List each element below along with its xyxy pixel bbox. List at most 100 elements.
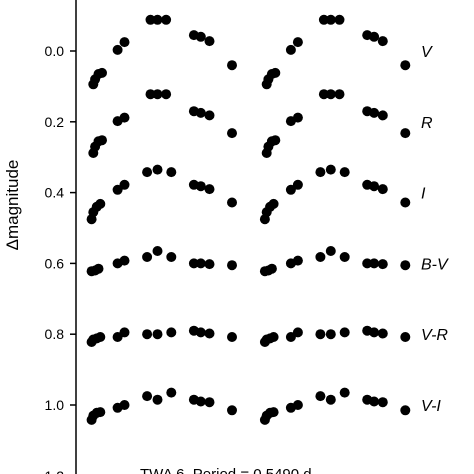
data-point — [152, 164, 163, 175]
data-point — [227, 128, 237, 139]
data-point — [227, 197, 237, 208]
data-point — [152, 394, 163, 405]
data-point — [95, 407, 106, 418]
data-point — [195, 31, 206, 42]
data-point — [292, 112, 303, 123]
y-tick-label: 0.4 — [45, 185, 65, 201]
data-point — [315, 329, 326, 340]
data-point — [119, 400, 130, 410]
y-tick-label: 0.0 — [45, 43, 65, 59]
data-point — [142, 167, 153, 178]
data-point — [204, 397, 215, 408]
data-point — [152, 246, 163, 256]
data-point — [292, 255, 303, 266]
data-point — [152, 329, 163, 340]
data-point — [400, 128, 411, 139]
data-point — [95, 198, 106, 209]
data-point — [315, 252, 326, 262]
data-point — [161, 89, 172, 100]
y-tick-label: 0.8 — [45, 326, 65, 342]
data-point — [270, 135, 281, 146]
data-point — [400, 60, 411, 71]
data-point — [369, 31, 380, 42]
data-point — [325, 89, 336, 100]
data-point — [227, 60, 237, 71]
data-point — [227, 260, 237, 271]
data-point — [400, 332, 411, 342]
data-point — [339, 252, 350, 262]
series-label: V — [421, 44, 433, 61]
data-point — [270, 67, 281, 78]
data-point — [166, 387, 177, 398]
y-tick-label: 1.0 — [45, 397, 65, 413]
data-point — [145, 89, 156, 100]
data-point — [195, 258, 206, 269]
data-point — [285, 44, 296, 55]
data-point — [204, 328, 215, 339]
series-label: B-V — [421, 256, 449, 273]
axes: 0.0 0.2 0.4 0.6 0.8 1.0 1.2 — [45, 0, 77, 474]
data-point — [334, 89, 345, 100]
data-point — [369, 181, 380, 192]
data-point — [204, 184, 215, 195]
data-point — [152, 89, 163, 100]
data-point — [195, 181, 206, 192]
data-point — [318, 14, 329, 25]
data-point — [112, 44, 123, 55]
data-point — [339, 387, 350, 398]
data-point — [166, 327, 177, 338]
series-label: I — [421, 186, 426, 203]
data-point — [97, 67, 107, 78]
data-point — [292, 327, 303, 338]
series-label: V-R — [421, 327, 448, 344]
data-point — [292, 37, 303, 48]
data-point — [369, 107, 380, 118]
data-point — [268, 198, 279, 209]
data-point — [145, 14, 156, 25]
series-label: V-I — [421, 398, 441, 415]
data-point — [268, 332, 279, 342]
data-point — [377, 397, 388, 408]
data-point — [166, 167, 177, 178]
data-point — [119, 327, 130, 338]
data-point — [377, 328, 388, 339]
data-point — [119, 179, 130, 190]
data-point — [266, 263, 277, 274]
data-point — [142, 329, 153, 340]
data-point — [334, 14, 345, 25]
y-axis-title: Δmagnitude — [3, 160, 22, 251]
data-point — [362, 258, 373, 269]
data-point — [166, 252, 177, 262]
data-point — [119, 37, 130, 48]
data-point — [339, 327, 350, 338]
data-point — [400, 405, 411, 416]
data-point — [204, 259, 215, 270]
data-point — [325, 329, 336, 340]
data-point — [377, 184, 388, 195]
data-point — [93, 263, 104, 274]
data-point — [227, 332, 237, 342]
data-point — [315, 167, 326, 178]
data-point — [377, 110, 388, 121]
data-point — [369, 327, 380, 338]
data-point — [112, 184, 123, 195]
data-point — [369, 396, 380, 407]
data-point — [292, 179, 303, 190]
data-points — [86, 14, 411, 425]
data-point — [325, 164, 336, 175]
data-point — [377, 259, 388, 270]
data-point — [227, 405, 237, 416]
data-point — [195, 327, 206, 338]
data-point — [318, 89, 329, 100]
data-point — [377, 36, 388, 47]
data-point — [142, 252, 153, 262]
data-point — [119, 255, 130, 266]
data-point — [400, 197, 411, 208]
data-point — [285, 184, 296, 195]
y-tick-label: 0.6 — [45, 255, 65, 271]
data-point — [339, 167, 350, 178]
data-point — [97, 135, 107, 146]
data-point — [369, 258, 380, 269]
data-point — [204, 110, 215, 121]
